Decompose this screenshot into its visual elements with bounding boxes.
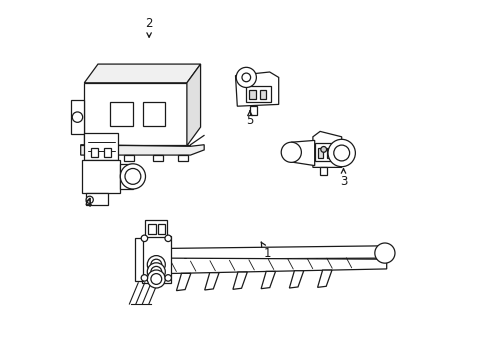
Bar [152,155,163,161]
Circle shape [125,168,141,184]
Text: 2: 2 [145,17,153,37]
Bar [249,90,255,99]
Polygon shape [176,273,190,291]
Circle shape [147,270,165,288]
Polygon shape [70,100,84,134]
Circle shape [333,145,349,161]
Polygon shape [235,72,278,106]
Bar [260,90,266,99]
Polygon shape [81,145,204,155]
Polygon shape [249,106,257,115]
Polygon shape [165,258,386,274]
Circle shape [236,67,256,87]
Polygon shape [168,246,379,259]
Circle shape [147,263,165,281]
Bar [95,155,105,161]
Bar [104,148,110,157]
Circle shape [151,274,162,284]
Circle shape [151,259,162,270]
Bar [110,102,132,126]
Circle shape [141,275,147,281]
Bar [91,148,98,157]
Polygon shape [204,273,219,290]
Bar [246,86,270,102]
Polygon shape [142,236,170,283]
Bar [317,148,322,158]
Text: 1: 1 [261,242,271,260]
Polygon shape [317,270,331,287]
Polygon shape [320,167,326,175]
Bar [326,148,332,158]
Polygon shape [134,238,142,281]
Circle shape [242,73,250,82]
Circle shape [374,243,394,263]
Circle shape [164,275,171,281]
Circle shape [151,266,162,277]
Circle shape [320,147,326,152]
Bar [178,155,187,161]
Polygon shape [186,64,200,146]
Circle shape [164,235,171,242]
Circle shape [147,256,165,274]
Polygon shape [291,140,314,166]
Polygon shape [232,272,247,289]
Circle shape [141,235,147,242]
Bar [142,102,165,126]
Polygon shape [84,83,186,146]
Polygon shape [84,64,200,83]
Bar [148,224,155,234]
Circle shape [120,164,145,189]
Polygon shape [145,220,167,237]
Circle shape [72,112,82,122]
Bar [314,143,335,161]
Bar [123,155,134,161]
Text: 5: 5 [246,111,253,127]
Polygon shape [261,271,275,289]
Polygon shape [289,271,303,288]
Polygon shape [82,160,120,193]
Polygon shape [86,193,107,205]
Bar [158,224,165,234]
Polygon shape [84,133,118,160]
Circle shape [86,196,93,203]
Text: 4: 4 [84,197,91,210]
Text: 3: 3 [339,169,346,188]
Circle shape [327,139,355,167]
Polygon shape [120,164,133,189]
Polygon shape [312,131,341,167]
Circle shape [281,142,301,162]
